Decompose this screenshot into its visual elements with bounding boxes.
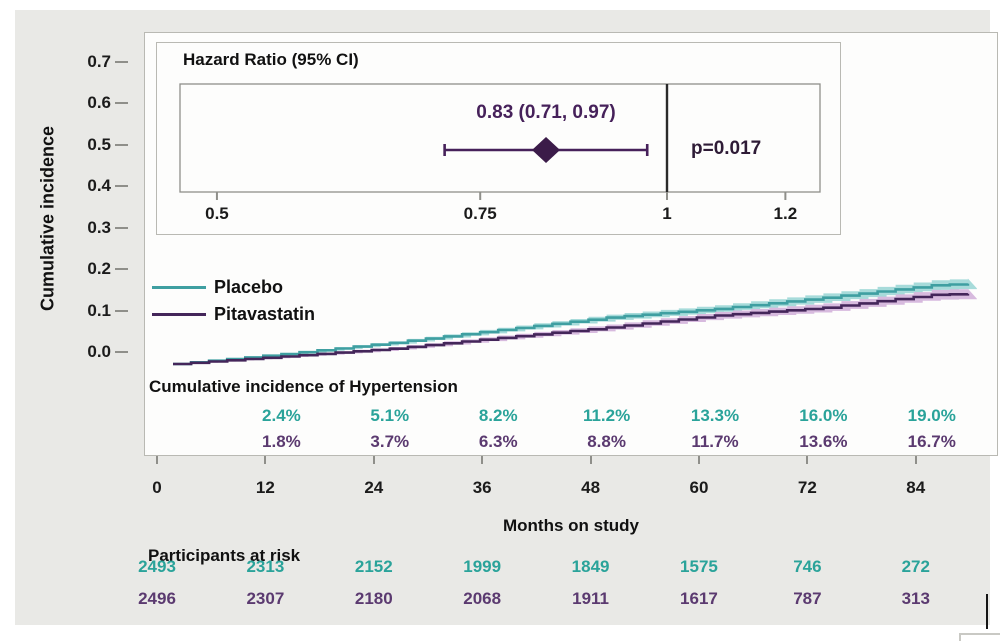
y-tick-label: 0.5 [87,134,111,154]
y-tick-label: 0.6 [87,93,111,113]
table-value: 1849 [571,557,610,576]
x-tick-mark [914,456,917,464]
x-tick-mark [264,456,267,464]
y-tick-mark [115,351,128,353]
x-tick-mark [372,456,375,464]
x-tick-mark [589,456,592,464]
table-value: 19.0% [907,406,956,425]
pitavastatin-curve [173,293,970,366]
x-axis-title: Months on study [503,516,639,535]
table-value: 16.0% [799,406,848,425]
placebo-line-swatch [152,286,206,289]
legend-item-placebo: Placebo [152,277,283,298]
table-value: 11.2% [582,406,631,425]
table-value: 2496 [138,589,176,608]
forest-tick-label: 1 [662,204,672,223]
plot-area: Hazard Ratio (95% CI) 0.83 (0.71, 0.97) … [144,32,998,456]
y-tick-label: 0.2 [87,259,111,279]
table-value: 3.7% [370,432,410,451]
pitavastatin-line-swatch [152,313,206,316]
table-value: 8.8% [587,432,626,451]
table-value: 16.7% [907,432,956,451]
table-value: 2068 [463,589,502,608]
x-tick-label: 72 [797,478,817,497]
y-tick-label: 0.7 [87,51,111,71]
x-tick-label: 84 [906,478,926,497]
x-tick-label: 60 [689,478,709,497]
p-value: p=0.017 [691,138,762,159]
y-tick-mark [115,185,128,188]
incidence-table-title: Cumulative incidence of Hypertension [149,377,458,396]
table-value: 1911 [572,589,610,608]
table-value: 2307 [246,589,285,608]
table-value: 6.3% [478,432,518,451]
table-value: 2.4% [262,406,301,425]
x-tick-label: 12 [255,478,275,497]
y-tick-mark [115,60,128,63]
table-value: 13.3% [690,406,740,425]
legend-label-placebo: Placebo [214,277,284,297]
x-tick-label: 0 [152,478,162,497]
forest-tick-label: 1.2 [773,204,798,223]
table-value: 8.2% [478,406,518,425]
y-tick-mark [115,309,128,312]
risk-table-title: Participants at risk [148,546,301,565]
table-value: 1999 [463,557,502,576]
table-value: 2180 [354,589,393,608]
table-value: 1.8% [262,432,301,451]
y-tick-mark [115,102,128,105]
inset-title: Hazard Ratio (95% CI) [183,50,359,69]
x-tick-mark [806,456,809,464]
x-tick-label: 24 [364,478,384,497]
y-tick-mark [115,143,128,146]
table-value: 11.7% [691,432,739,451]
y-tick-mark [115,226,128,229]
table-value: 13.6% [799,432,848,451]
x-tick-label: 48 [581,478,601,497]
y-tick-label: 0.3 [87,217,111,237]
hazard-ratio-diamond [532,137,561,163]
km-curves [173,278,977,366]
table-value: 272 [901,557,930,576]
table-value: 746 [793,557,822,576]
x-tick-label: 36 [472,478,492,497]
table-value: 2493 [138,557,176,576]
x-tick-mark [697,456,700,464]
table-value: 2152 [354,557,393,576]
hazard-ratio-inset: Hazard Ratio (95% CI) 0.83 (0.71, 0.97) … [156,42,841,235]
y-tick-label: 0.1 [87,300,111,320]
table-value: 313 [901,589,930,608]
hazard-ratio-estimate: 0.83 (0.71, 0.97) [476,102,616,123]
figure-panel: Cumulative incidence 0.7 0.6 0.5 0.4 0.3 0.2 0… [15,10,998,625]
table-value: 2313 [246,557,285,576]
forest-tick-label: 0.75 [463,204,497,223]
x-tick-mark [481,456,484,464]
table-value: 1575 [680,557,718,576]
y-tick-label: 0.0 [87,342,111,361]
legend-item-pitavastatin: Pitavastatin [152,304,315,325]
y-tick-mark [115,268,128,271]
table-value: 1617 [680,589,718,608]
y-tick-label: 0.4 [87,176,111,196]
placebo-curve [173,283,970,366]
x-tick-mark [156,456,158,464]
forest-plot [179,83,821,200]
corner-box-artifact [959,633,1000,641]
legend-label-pitavastatin: Pitavastatin [214,304,316,324]
text-cursor-artifact [986,594,988,629]
pitavastatin-ci-band [173,288,977,364]
table-value: 787 [793,589,822,608]
table-value: 5.1% [370,406,410,425]
forest-tick-label: 0.5 [205,204,229,223]
